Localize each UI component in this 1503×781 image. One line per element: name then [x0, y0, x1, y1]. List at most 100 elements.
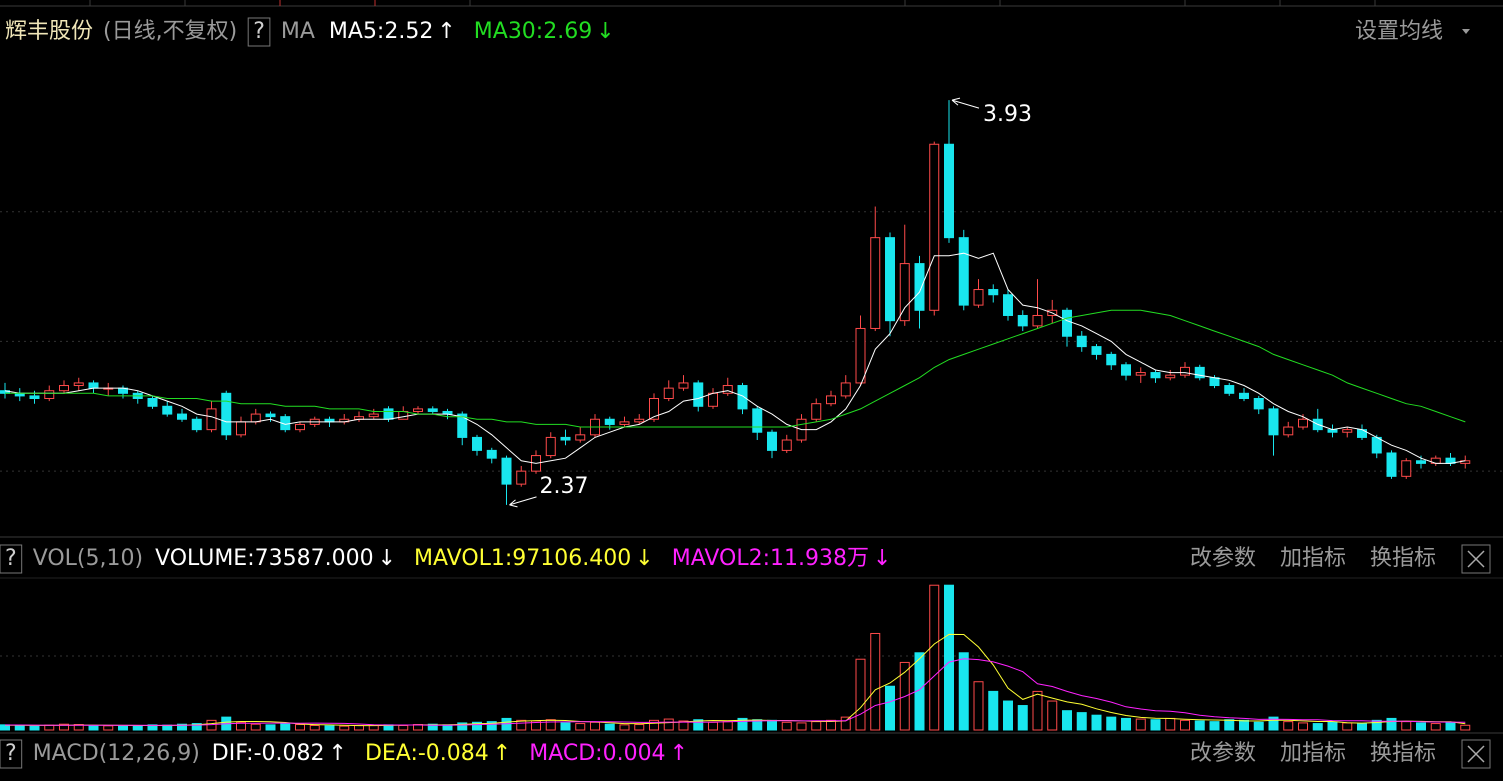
candle-body — [634, 418, 645, 423]
volume-bar — [663, 718, 674, 731]
panel-button[interactable]: 换指标 — [1370, 741, 1436, 766]
volume-bar — [619, 724, 630, 731]
candle-body — [1386, 452, 1397, 477]
volume-bar — [855, 658, 866, 731]
volume-bar — [1401, 721, 1412, 731]
volume-bar — [427, 723, 438, 731]
low-label: 2.37 — [540, 474, 589, 499]
volume-bar — [1076, 712, 1087, 731]
candle-body — [826, 395, 836, 405]
candle-body — [737, 385, 748, 410]
candle-body — [59, 385, 69, 392]
volume-bar — [1180, 719, 1190, 731]
close-icon[interactable] — [1467, 550, 1485, 568]
close-button[interactable] — [1461, 544, 1491, 574]
candle-body — [398, 410, 409, 420]
candle-body — [1106, 353, 1117, 366]
volume-bar — [840, 716, 851, 731]
close-button[interactable] — [1461, 739, 1491, 769]
indicator-name: MA — [281, 19, 315, 44]
candle-body — [767, 431, 777, 451]
volume-bar — [1121, 717, 1131, 731]
volume-bar — [1106, 716, 1117, 731]
candle-body — [265, 413, 276, 418]
volume-bar — [59, 723, 69, 731]
volume-bar — [191, 723, 202, 731]
candle-body — [501, 457, 512, 485]
candle-body — [1224, 385, 1235, 394]
candle-body — [1371, 436, 1382, 454]
volume-bar — [1268, 716, 1279, 731]
volume-bar — [457, 722, 468, 731]
close-icon[interactable] — [1467, 745, 1485, 763]
legend-entry: MA30:2.69 — [474, 19, 592, 44]
volume-bar — [280, 723, 291, 731]
candle-body — [663, 387, 674, 400]
settings-button[interactable]: 设置均线 — [1355, 19, 1443, 44]
volume-bar — [649, 719, 659, 731]
help-button-frame[interactable] — [0, 544, 23, 574]
legend-trend: ↑ — [437, 19, 455, 44]
panel-button[interactable]: 改参数 — [1190, 741, 1256, 766]
candle-body — [413, 408, 423, 412]
volume-bar — [339, 725, 350, 731]
volume-bar — [885, 685, 895, 731]
volume-bar — [737, 717, 748, 731]
dropdown-icon[interactable] — [1462, 29, 1470, 34]
legend-entry: DEA:-0.084 — [365, 741, 489, 766]
panel-button[interactable]: 加指标 — [1280, 741, 1346, 766]
candle-body — [1416, 460, 1426, 464]
ma-line — [4, 252, 1466, 464]
volume-bar — [118, 725, 128, 731]
candle-body — [73, 382, 84, 387]
help-button[interactable]: ? — [5, 546, 17, 571]
candle-body — [1401, 460, 1412, 477]
volume-bar — [236, 721, 246, 731]
volume-bar — [1357, 723, 1367, 731]
legend-entry: MAVOL2:11.938万 — [672, 546, 869, 571]
volume-bar — [929, 584, 940, 731]
volume-bar — [781, 721, 792, 731]
volume-bar — [1283, 721, 1294, 731]
candle-body — [383, 408, 394, 420]
volume-bar — [693, 719, 704, 731]
panel-button[interactable]: 换指标 — [1370, 546, 1436, 571]
volume-bar — [1194, 720, 1205, 731]
help-button[interactable]: ? — [5, 741, 17, 766]
help-button[interactable]: ? — [253, 19, 265, 44]
volume-bar — [1150, 719, 1161, 731]
help-button-frame[interactable] — [0, 739, 23, 769]
volume-bar — [811, 721, 822, 731]
volume-bar — [604, 723, 615, 731]
candle-body — [722, 385, 733, 394]
high-arrow — [951, 97, 980, 109]
panel-button[interactable]: 改参数 — [1190, 546, 1256, 571]
volume-bar — [988, 690, 999, 731]
candle-body — [560, 436, 571, 441]
panel-button[interactable]: 加指标 — [1280, 546, 1346, 571]
candle-body — [1003, 294, 1013, 316]
candle-body — [1298, 418, 1308, 428]
help-button-frame[interactable] — [247, 17, 271, 47]
candle-body — [1342, 429, 1353, 433]
candle-body — [1150, 372, 1161, 379]
candle-body — [914, 263, 925, 311]
volume-bar — [486, 721, 497, 731]
legend-trend: ↓ — [635, 546, 653, 571]
candle-body — [1062, 309, 1072, 337]
volume-bar — [678, 720, 689, 731]
candle-body — [840, 382, 851, 397]
candle-body — [1239, 392, 1249, 400]
candle-body — [693, 382, 704, 407]
volume-bar — [1135, 718, 1146, 731]
legend-entry: DIF:-0.082 — [212, 741, 325, 766]
candle-body — [368, 413, 379, 418]
volume-bar — [103, 725, 114, 731]
volume-bar — [88, 724, 99, 731]
candle-body — [1180, 366, 1190, 376]
volume-bar — [708, 721, 718, 731]
period-label: (日线,不复权) — [103, 19, 237, 44]
candle-body — [1194, 366, 1205, 379]
legend-entry: MACD:0.004 — [529, 741, 665, 766]
